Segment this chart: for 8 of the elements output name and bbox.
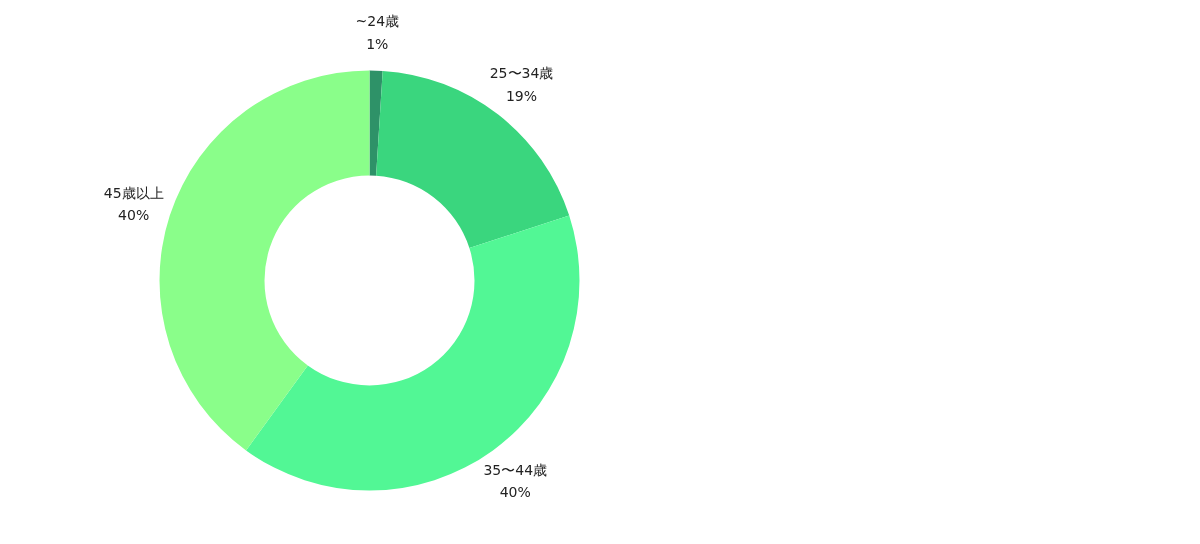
slice-label: 25〜34歳 (489, 65, 554, 82)
data-label: 19% (505, 87, 538, 104)
slice-label: ~24歳 (355, 13, 400, 30)
data-label: 40% (118, 207, 150, 224)
slice-label: 45歳以上 (103, 184, 164, 201)
data-label: 40% (499, 484, 531, 501)
data-label: 1% (366, 35, 389, 52)
slice-label: 35〜44歳 (483, 461, 548, 478)
